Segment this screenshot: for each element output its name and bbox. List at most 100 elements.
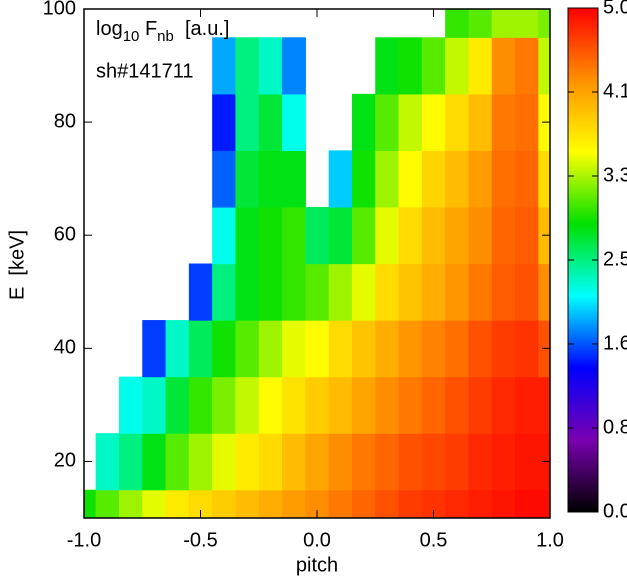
heat-cell [165, 433, 190, 491]
colorbar-tick-label: 4.17 [603, 80, 627, 102]
heat-cell [375, 150, 400, 208]
heat-cell [538, 37, 550, 95]
heat-cell [212, 150, 237, 208]
heat-cell [235, 263, 260, 321]
heat-cell [142, 320, 167, 378]
heat-cell [398, 263, 423, 321]
heat-cell [188, 263, 213, 321]
heat-cell [515, 433, 539, 491]
heat-cell [375, 37, 400, 95]
heat-cell [282, 93, 306, 151]
chart-subtitle: sh#141711 [96, 60, 194, 82]
heat-cell [538, 263, 550, 321]
heat-cell [188, 489, 213, 518]
heat-cell [375, 433, 400, 491]
heat-cell [95, 489, 120, 518]
heat-cell [258, 489, 283, 518]
heat-cell [445, 150, 470, 208]
heat-cell [282, 263, 306, 321]
heat-cell [258, 263, 283, 321]
heat-cell [375, 263, 400, 321]
heat-cell [445, 206, 470, 265]
heat-cell [118, 433, 143, 491]
heat-cell [491, 489, 516, 518]
heat-cell [282, 150, 306, 208]
heat-cell [515, 489, 539, 518]
heat-cell [258, 320, 283, 378]
heat-cell [328, 376, 353, 434]
heat-cell [538, 150, 550, 208]
heat-cell [282, 489, 306, 518]
heatmap [84, 9, 550, 518]
heat-cell [282, 37, 306, 95]
colorbar-tick-label: 5.00 [603, 0, 627, 18]
heat-cell [468, 433, 493, 491]
colorbar-tick-label: 2.50 [603, 248, 627, 270]
heat-cell [305, 433, 330, 491]
heat-cell [328, 263, 353, 321]
heat-cell [351, 320, 376, 378]
heat-cell [212, 320, 237, 378]
heat-cell [212, 433, 237, 491]
y-tick-label: 20 [54, 450, 76, 472]
heat-cell [282, 433, 306, 491]
x-tick-label: 1.0 [536, 529, 564, 551]
heat-cell [468, 320, 493, 378]
heat-cell [212, 93, 237, 151]
heat-cell [515, 206, 539, 265]
heat-cell [328, 320, 353, 378]
heat-cell [421, 489, 446, 518]
y-tick-label: 60 [54, 224, 76, 246]
heat-cell [188, 433, 213, 491]
heat-cell [212, 263, 237, 321]
heat-cell [351, 433, 376, 491]
heat-cell [351, 489, 376, 518]
heat-cell [398, 150, 423, 208]
heat-cell [491, 433, 516, 491]
heat-cell [351, 93, 376, 151]
heat-cell [491, 320, 516, 378]
heat-cell [468, 150, 493, 208]
heat-cell [445, 93, 470, 151]
heat-cell [538, 489, 550, 518]
heat-cell [491, 263, 516, 321]
heat-cell [375, 320, 400, 378]
heat-cell [398, 433, 423, 491]
heat-cell [375, 376, 400, 434]
heat-cell [328, 489, 353, 518]
heat-cell [491, 93, 516, 151]
heat-cell [351, 150, 376, 208]
heat-cell [515, 93, 539, 151]
heat-cell [398, 320, 423, 378]
heat-cell [305, 489, 330, 518]
heat-cell [188, 376, 213, 434]
heat-cell [235, 93, 260, 151]
heat-cell [212, 206, 237, 265]
heat-cell [375, 489, 400, 518]
heat-cell [258, 93, 283, 151]
heat-cell [538, 376, 550, 434]
heat-cell [142, 433, 167, 491]
heat-cell [258, 376, 283, 434]
heat-cell [398, 37, 423, 95]
heat-cell [235, 376, 260, 434]
heat-cell [165, 489, 190, 518]
heat-cell [421, 376, 446, 434]
colorbar-tick-label: 0.83 [603, 416, 627, 438]
heat-cell [305, 263, 330, 321]
heat-cell [95, 433, 120, 491]
heat-cell [515, 376, 539, 434]
y-tick-label: 40 [54, 337, 76, 359]
heat-cell [398, 376, 423, 434]
heat-cell [445, 9, 470, 38]
heat-cell [118, 376, 143, 434]
heat-cell [235, 433, 260, 491]
heat-cell [421, 93, 446, 151]
heat-cell [235, 150, 260, 208]
heat-cell [351, 263, 376, 321]
heat-cell [305, 376, 330, 434]
x-tick-label: -1.0 [67, 529, 101, 551]
heat-cell [84, 489, 97, 518]
heat-cell [235, 320, 260, 378]
